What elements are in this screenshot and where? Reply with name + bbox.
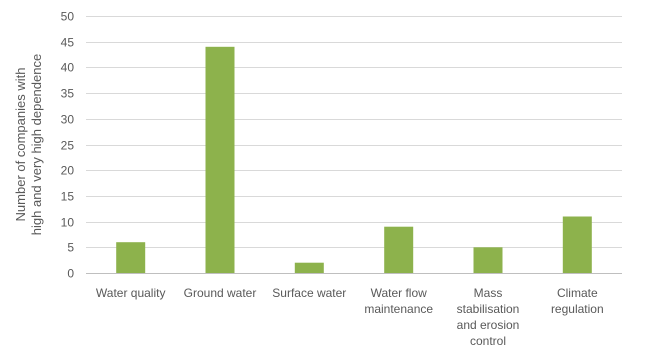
y-tick-label: 15 [61,190,75,204]
y-axis-title-line: high and very high dependence [29,54,44,235]
y-tick-label: 20 [61,164,75,178]
y-tick-label: 10 [61,216,75,230]
x-tick-label: stabilisation [457,302,520,316]
y-tick-label: 5 [67,241,74,255]
y-tick-label: 25 [61,139,75,153]
bars [116,46,592,273]
y-axis-title: Number of companies with high and very hi… [13,54,44,235]
bar [205,46,235,273]
x-tick-label: and erosion [457,318,520,332]
x-tick-label: regulation [551,302,604,316]
y-tick-label: 0 [67,267,74,281]
y-tick-label: 30 [61,113,75,127]
bar [562,216,592,273]
bar [473,247,503,273]
y-tick-label: 45 [61,36,75,50]
y-axis-ticks: 0 5 10 15 20 25 30 35 40 45 50 [61,10,75,281]
x-tick-label: maintenance [364,302,433,316]
bar [116,242,146,273]
x-tick-label: Mass [474,286,503,300]
bar [294,262,324,273]
y-tick-label: 35 [61,87,75,101]
bar [384,226,414,273]
x-tick-label: Water quality [96,286,166,300]
x-tick-label: Surface water [272,286,346,300]
y-tick-label: 40 [61,61,75,75]
gridlines [86,16,622,274]
y-tick-label: 50 [61,10,75,24]
x-tick-label: Ground water [184,286,257,300]
x-tick-label: control [470,334,506,348]
y-axis-title-line: Number of companies with [13,68,28,222]
x-tick-label: Climate [557,286,598,300]
x-tick-label: Water flow [371,286,428,300]
x-axis-ticks: Water quality Ground water Surface water Wa… [96,286,604,348]
